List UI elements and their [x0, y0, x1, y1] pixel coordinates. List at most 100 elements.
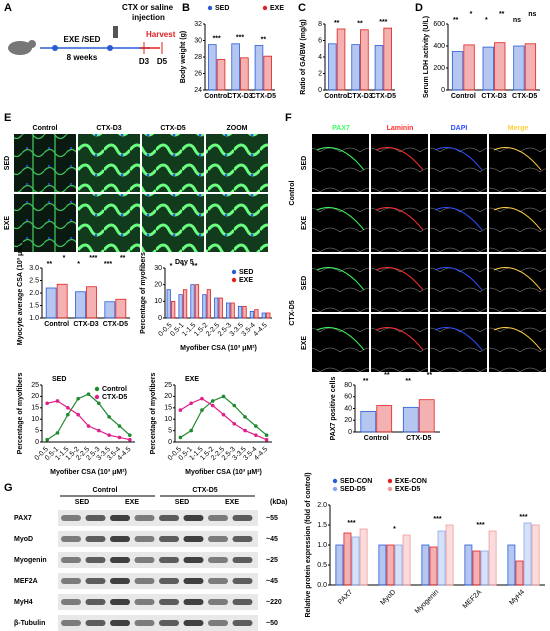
band	[110, 557, 130, 563]
group-label: EXE /SED	[64, 35, 101, 44]
point	[86, 424, 91, 428]
band	[134, 620, 155, 626]
band	[85, 599, 106, 605]
band	[134, 515, 155, 521]
significance: ***	[213, 35, 221, 42]
column-label: DAPI	[451, 125, 468, 132]
legend-label: SED-CON	[340, 478, 372, 485]
legend-swatch	[94, 386, 100, 392]
bar	[515, 560, 524, 586]
band	[183, 599, 204, 605]
point	[210, 403, 215, 408]
band	[61, 557, 81, 563]
y-tick-label: 32	[194, 21, 202, 28]
point	[254, 424, 258, 428]
bar	[494, 42, 506, 91]
size-label: ~55	[266, 515, 278, 522]
bar	[488, 530, 497, 586]
band	[110, 578, 130, 584]
point	[76, 396, 80, 401]
significance: **	[120, 255, 126, 262]
size-label: ~25	[266, 557, 278, 564]
band	[232, 557, 253, 563]
bar	[445, 524, 454, 586]
bar	[218, 297, 223, 319]
significance: *	[485, 17, 488, 24]
lane-label: SED	[75, 499, 89, 506]
bar	[383, 27, 392, 91]
stain	[375, 207, 424, 231]
band	[61, 578, 81, 584]
micrograph	[312, 134, 369, 192]
bar	[263, 55, 272, 91]
y-tick-label: 10	[31, 416, 39, 423]
significance: ns	[528, 11, 536, 18]
legend-swatch	[94, 394, 100, 400]
significance: ***	[379, 19, 387, 26]
significance: *	[181, 263, 184, 270]
bar	[418, 399, 435, 433]
bar	[230, 302, 235, 319]
bar	[378, 544, 387, 586]
band	[208, 599, 228, 605]
y-tick-label: 3.0	[29, 265, 39, 272]
micrograph	[14, 194, 76, 252]
bar	[463, 44, 475, 91]
chart-title: EXE	[185, 376, 199, 383]
size-label: ~45	[266, 536, 278, 543]
y-tick-label: 0	[348, 429, 352, 436]
band	[85, 578, 106, 584]
y-tick-label: 28	[194, 54, 202, 61]
x-tick-label: MyoD	[379, 589, 397, 607]
stain	[493, 267, 542, 291]
bar	[402, 534, 411, 586]
point	[178, 408, 183, 412]
bar	[328, 43, 337, 91]
bar	[394, 544, 403, 586]
y-axis-label: Percentage of myofibers	[17, 373, 24, 455]
point	[189, 428, 193, 433]
bar	[402, 406, 419, 433]
micrograph	[430, 314, 487, 372]
significance: ***	[519, 514, 527, 521]
schematic	[8, 26, 163, 55]
column-label: CTX-D3	[96, 125, 121, 132]
x-tick-label: CTX-D5	[251, 93, 276, 100]
point	[200, 396, 204, 401]
band	[208, 536, 228, 542]
size-label: ~45	[266, 578, 278, 585]
unit-label: (kDa)	[270, 499, 288, 506]
y-tick-label: 4	[318, 54, 322, 61]
bar	[429, 546, 438, 586]
point	[117, 435, 122, 440]
significance: **	[453, 17, 459, 24]
micrograph	[371, 134, 428, 192]
bar	[482, 46, 494, 91]
blot-strip	[58, 531, 258, 547]
band	[61, 515, 81, 521]
lane-label: SED	[175, 499, 189, 506]
column-label: PAX7	[332, 125, 350, 132]
bar	[376, 405, 393, 433]
micrograph	[371, 254, 428, 312]
panel-label: B	[182, 2, 190, 14]
significance: **	[261, 36, 267, 43]
x-axis-label: Myofiber CSA (10³ μM²)	[185, 469, 262, 476]
micrograph	[312, 194, 369, 252]
band	[232, 578, 253, 584]
point	[107, 433, 111, 437]
y-axis-label: Serum LDH activity (U/L)	[423, 16, 430, 98]
micrograph	[142, 134, 204, 192]
point	[254, 433, 258, 437]
significance: ***	[433, 516, 441, 523]
y-tick-label: 1.5	[29, 302, 39, 309]
bar	[115, 298, 127, 319]
band	[110, 536, 130, 542]
bar	[226, 302, 231, 319]
band	[159, 578, 179, 584]
legend-swatch	[207, 5, 213, 11]
bar	[480, 550, 489, 586]
stain	[375, 147, 424, 171]
stain	[434, 147, 483, 171]
bar	[360, 411, 377, 433]
